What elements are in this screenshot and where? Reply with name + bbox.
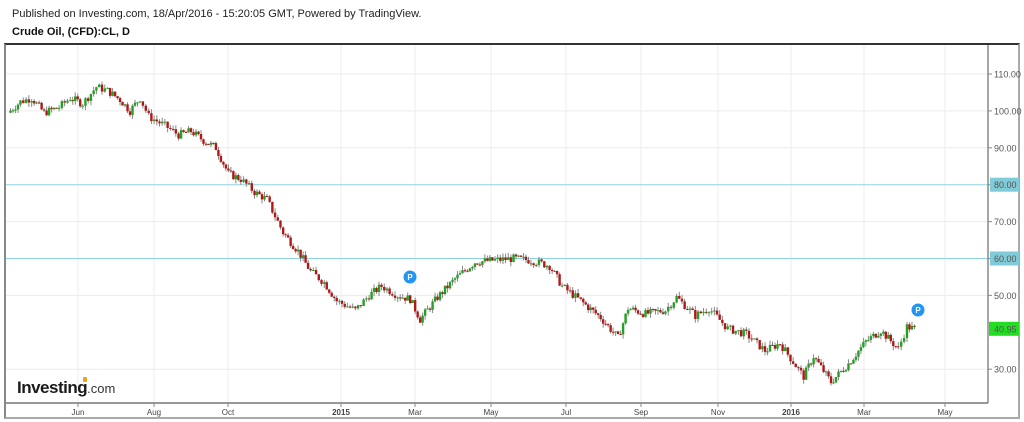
price-tick-label: 70.00	[994, 217, 1017, 227]
time-tick-label: Mar	[857, 408, 871, 417]
time-tick-label: Mar	[408, 408, 422, 417]
time-axis[interactable]: Jun Aug Oct 2015 Mar May Jul Sep Nov 2016 Mar May	[72, 403, 953, 417]
grid	[6, 45, 988, 403]
price-tick-label: 30.00	[994, 365, 1017, 375]
price-tick-label: 60.00	[994, 254, 1017, 264]
svg-text:P: P	[407, 273, 413, 282]
logo-accent-icon	[83, 377, 87, 382]
time-tick-label: 2016	[782, 408, 800, 417]
svg-text:P: P	[915, 306, 921, 315]
last-price-label: 40.95	[994, 324, 1017, 334]
time-tick-label: May	[937, 408, 952, 417]
time-tick-label: Jun	[72, 408, 85, 417]
chart-title: Crude Oil, (CFD):CL, D	[12, 26, 130, 38]
time-tick-label: May	[483, 408, 498, 417]
candles	[9, 81, 916, 386]
logo-brand: Investing	[17, 378, 88, 397]
hline-price-label	[990, 177, 1019, 192]
price-tick-label: 110.00	[994, 70, 1021, 80]
time-tick-label: Nov	[711, 408, 725, 417]
chart-frame	[4, 43, 1020, 419]
time-tick-label: Oct	[222, 408, 235, 417]
time-tick-label: 2015	[332, 408, 350, 417]
time-tick-label: Sep	[634, 408, 649, 417]
publication-marker-icon[interactable]: P	[911, 303, 925, 317]
price-tick-label: 80.00	[994, 180, 1017, 190]
price-tick-label: 50.00	[994, 291, 1017, 301]
price-tick-label: 90.00	[994, 143, 1017, 153]
logo-suffix: .com	[87, 381, 116, 396]
time-tick-label: Jul	[561, 408, 571, 417]
hline-price-label	[990, 251, 1019, 266]
last-price-badge	[989, 321, 1019, 336]
publication-marker-icon[interactable]: P	[403, 270, 417, 284]
price-axis[interactable]: 110.00 100.00 90.00 80.00 70.00 60.00 50.00 30.…	[988, 70, 1022, 375]
published-caption: Published on Investing.com, 18/Apr/2016 …	[12, 8, 422, 20]
investing-logo: Investing.com	[17, 377, 116, 398]
time-tick-label: Aug	[147, 408, 161, 417]
price-tick-label: 100.00	[994, 106, 1022, 116]
